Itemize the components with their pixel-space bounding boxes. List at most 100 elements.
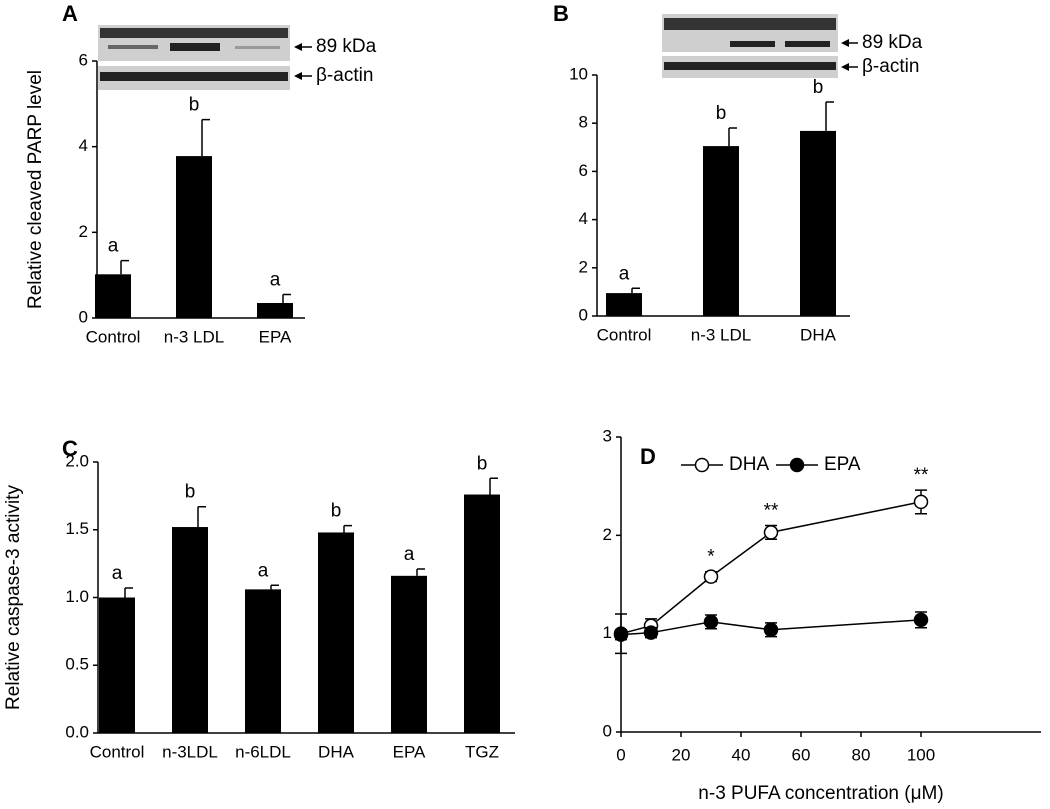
x-tick-label: 0 — [616, 745, 625, 764]
error-bar — [197, 505, 206, 528]
significance-letter: b — [185, 482, 196, 503]
error-bar — [825, 101, 834, 131]
x-tick-label: Control — [86, 327, 141, 346]
bar — [95, 274, 131, 318]
y-axis-label: Relative cleaved PARP level — [25, 70, 46, 309]
y-tick-label: 2 — [79, 222, 88, 241]
bar — [391, 575, 427, 733]
legend-label: EPA — [824, 454, 861, 475]
bar — [703, 146, 739, 316]
marker — [643, 625, 659, 640]
error-bar — [282, 293, 291, 304]
bar — [464, 494, 500, 733]
y-tick-label: 10 — [569, 64, 588, 83]
x-tick-label: 20 — [672, 745, 691, 764]
x-tick-label: n-3 LDL — [164, 327, 224, 346]
y-tick-label: 0.5 — [65, 655, 89, 674]
significance-letter: b — [477, 453, 488, 474]
error-bar — [631, 287, 640, 294]
blot-label: 89 kDa — [862, 32, 923, 53]
significance-mark: ** — [764, 501, 779, 522]
series-line — [620, 501, 922, 635]
error-bar — [124, 587, 133, 598]
marker — [703, 614, 719, 630]
y-tick-label: 0 — [79, 307, 88, 326]
y-tick-label: 1 — [603, 623, 612, 642]
y-tick-label: 3 — [603, 426, 612, 445]
x-tick-label: TGZ — [465, 742, 499, 761]
x-tick-label: 100 — [907, 745, 935, 764]
x-tick-label: 60 — [792, 745, 811, 764]
x-tick-label: n-3 LDL — [691, 325, 751, 344]
significance-letter: a — [404, 544, 415, 565]
marker — [613, 627, 629, 642]
bar — [606, 293, 642, 316]
bar — [245, 589, 281, 733]
y-tick-label: 0.0 — [65, 722, 89, 741]
legend-label: DHA — [729, 454, 769, 475]
y-tick-label: 2.0 — [65, 451, 89, 470]
blot-label: β-actin — [862, 56, 919, 77]
significance-letter: a — [270, 269, 281, 290]
western-blot — [662, 14, 858, 78]
bar — [257, 303, 293, 318]
x-tick-label: n-3LDL — [162, 742, 218, 761]
y-tick-label: 6 — [579, 161, 588, 180]
significance-mark: * — [707, 547, 715, 568]
y-tick-label: 4 — [79, 136, 88, 155]
bar — [800, 130, 836, 316]
panel-letter: D — [640, 444, 656, 469]
significance-letter: a — [258, 560, 269, 581]
error-bar — [120, 259, 129, 275]
panel-letter: A — [62, 1, 78, 26]
bar — [176, 156, 212, 318]
x-tick-label: 40 — [732, 745, 751, 764]
error-bar — [270, 584, 279, 590]
y-tick-label: 0 — [579, 305, 588, 324]
blot-label: 89 kDa — [316, 36, 377, 57]
panel-letter: C — [62, 436, 78, 461]
x-axis-label: n-3 PUFA concentration (μM) — [698, 783, 943, 804]
y-tick-label: 8 — [579, 113, 588, 132]
significance-letter: b — [716, 103, 727, 124]
error-bar — [728, 127, 737, 147]
significance-letter: a — [112, 563, 123, 584]
y-axis-label: Relative caspase-3 activity — [3, 485, 24, 710]
x-tick-label: EPA — [393, 742, 426, 761]
panel-letter: B — [553, 1, 569, 26]
legend-marker — [789, 457, 805, 473]
significance-letter: b — [189, 95, 200, 116]
bar — [172, 527, 208, 733]
significance-mark: ** — [914, 465, 929, 486]
x-tick-label: DHA — [800, 325, 837, 344]
significance-letter: b — [813, 77, 824, 98]
error-bar — [201, 118, 210, 157]
y-tick-label: 1.5 — [65, 519, 89, 538]
y-tick-label: 4 — [579, 209, 588, 228]
x-tick-label: 80 — [852, 745, 871, 764]
error-bar — [489, 477, 498, 495]
bar — [99, 597, 135, 733]
x-tick-label: Control — [597, 325, 652, 344]
y-tick-label: 2 — [579, 257, 588, 276]
western-blot — [98, 25, 312, 90]
legend-marker — [694, 457, 710, 473]
x-tick-label: Control — [90, 742, 145, 761]
marker — [913, 494, 929, 510]
significance-letter: b — [331, 501, 342, 522]
x-tick-label: EPA — [259, 327, 292, 346]
y-tick-label: 2 — [603, 525, 612, 544]
y-tick-label: 0 — [603, 721, 612, 740]
marker — [763, 525, 779, 540]
y-tick-label: 1.0 — [65, 587, 89, 606]
x-tick-label: n-6LDL — [235, 742, 291, 761]
y-tick-label: 6 — [79, 50, 88, 69]
marker — [763, 622, 779, 637]
error-bar — [416, 568, 425, 576]
significance-letter: a — [619, 263, 630, 284]
significance-letter: a — [108, 236, 119, 257]
x-tick-label: DHA — [318, 742, 355, 761]
blot-label: β-actin — [316, 65, 373, 86]
marker — [703, 569, 719, 584]
